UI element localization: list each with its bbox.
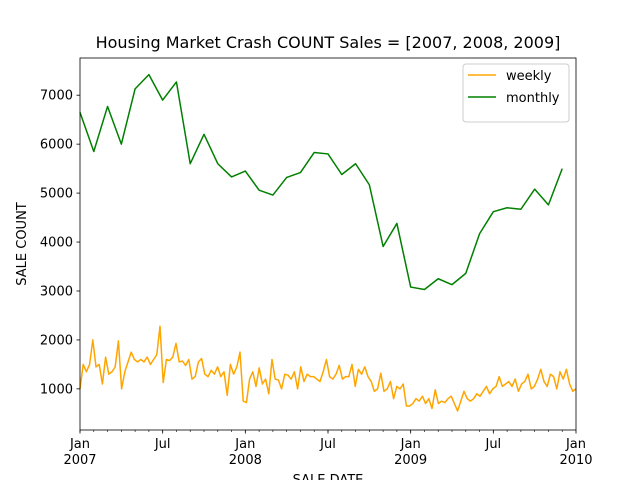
y-tick-label: 2000 [40, 333, 73, 348]
legend-label: monthly [506, 91, 560, 106]
x-tick-label: Jan 2010 [559, 437, 592, 468]
x-tick-label: Jul [484, 437, 501, 452]
x-tick-label: Jan 2008 [229, 437, 262, 468]
x-tick-label: Jul [319, 437, 336, 452]
chart-title: Housing Market Crash COUNT Sales = [2007… [96, 33, 561, 52]
y-tick-label: 1000 [40, 382, 73, 397]
legend-box [462, 63, 570, 123]
series-line [79, 73, 563, 291]
legend-label: weekly [506, 69, 552, 84]
y-tick-label: 3000 [40, 284, 73, 299]
y-tick-label: 4000 [40, 236, 73, 251]
y-tick-label: 5000 [40, 187, 73, 202]
legend: weekly monthly [462, 63, 570, 123]
x-tick-label: Jul [154, 437, 171, 452]
x-tick-label: Jan 2009 [394, 437, 427, 468]
y-axis-label: SALE COUNT [15, 202, 30, 286]
x-tick-label: Jan 2007 [63, 437, 96, 468]
plot-area [79, 73, 577, 412]
series-line [79, 325, 577, 412]
x-axis-label: SALE DATE [293, 473, 364, 480]
y-tick-label: 6000 [40, 138, 73, 153]
y-tick-label: 7000 [40, 89, 73, 104]
